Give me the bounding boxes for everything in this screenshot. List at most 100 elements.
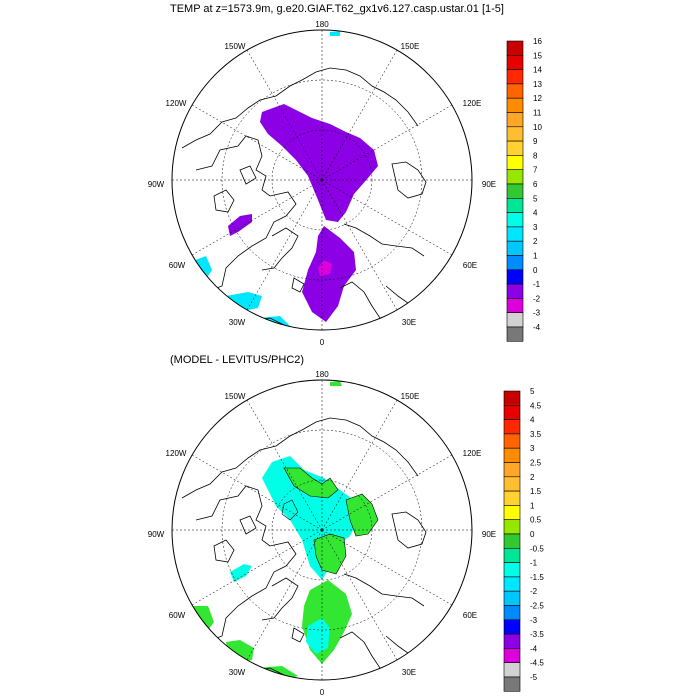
- top-colorbar-box: [506, 183, 524, 199]
- top-colorbar-label: 16: [533, 37, 542, 46]
- bottom-colorbar-box: [503, 419, 521, 435]
- bottom-contours: [281, 467, 379, 575]
- bottom-colorbar-box: [503, 533, 521, 549]
- top-colorbar-box: [506, 283, 524, 299]
- bottom-colorbar-label: 2: [530, 473, 535, 482]
- bottom-green-east: [346, 494, 378, 536]
- bottom-colorbar-label: -2: [530, 587, 538, 596]
- top-colorbar-label: 8: [533, 151, 538, 160]
- bottom-colorbar-box: [503, 490, 521, 506]
- top-colorbar-box: [506, 226, 524, 242]
- top-colorbar-box: [506, 298, 524, 313]
- bottom-green-180: [330, 381, 342, 386]
- bottom-colorbar-box: [503, 476, 521, 492]
- bottom-colorbar-box: [503, 605, 521, 621]
- bottom-colorbar-label: 0: [530, 530, 535, 539]
- bottom-colorbar-label: -0.5: [530, 544, 544, 553]
- bottom-graticule: [172, 380, 472, 680]
- bottom-colorbar-box: [503, 633, 521, 649]
- top-colorbar-box: [506, 312, 524, 328]
- bottom-lon-label-0: 0: [320, 688, 325, 697]
- top-map-border: [171, 29, 473, 331]
- bottom-colorbar-label: -5: [530, 673, 538, 682]
- top-colorbar-label: 14: [533, 66, 542, 75]
- bottom-lon-label-120w: 120W: [166, 449, 187, 458]
- top-colorbar-label: -3: [533, 309, 541, 318]
- bottom-colorbar-box: [503, 648, 521, 664]
- top-colorbar-label: 11: [533, 109, 542, 118]
- top-colorbar-box: [506, 198, 524, 213]
- top-colorbar-label: 13: [533, 80, 542, 89]
- bottom-map: 180 150E 120E 90E 60E 30E 0 30W 60W 90W …: [148, 370, 545, 697]
- top-colorbar-box: [506, 97, 524, 113]
- bottom-lon-label-30e: 30E: [402, 668, 416, 677]
- bottom-colorbar: 5 4.5 4 3.5 3 2.5 2 1.5 1 0.5 0 -0.5 -1 -1.5 -2 -2.5 -3 -…: [503, 387, 544, 692]
- bottom-colorbar-box: [503, 390, 521, 406]
- bottom-colorbar-box: [503, 562, 521, 578]
- top-colorbar-box: [506, 326, 524, 342]
- bottom-colorbar-label: 3: [530, 444, 535, 453]
- bottom-map-border: [171, 379, 473, 681]
- top-colorbar-box: [506, 169, 524, 185]
- bottom-colorbar-label: 1.5: [530, 487, 542, 496]
- top-colorbar-box: [506, 140, 524, 156]
- bottom-lon-label-30w: 30W: [229, 668, 246, 677]
- bottom-colorbar-box: [503, 462, 521, 478]
- top-colorbar-box: [506, 54, 524, 70]
- top-lon-label-180: 180: [315, 20, 329, 29]
- top-warm-patch-30w: [224, 292, 262, 312]
- bottom-colorbar-box: [503, 433, 521, 449]
- top-colorbar-label: 5: [533, 194, 538, 203]
- bottom-lon-label-60w: 60W: [169, 611, 186, 620]
- top-colorbar-label: -4: [533, 323, 541, 332]
- bottom-cyan-south: [306, 618, 330, 654]
- top-lon-labels: 180 150E 120E 90E 60E 30E 0 30W 60W 90W …: [148, 20, 496, 347]
- top-colorbar-box: [506, 69, 524, 85]
- top-colorbar-box: [506, 212, 524, 228]
- top-warm-patch-180: [330, 31, 340, 36]
- bottom-colorbar-label: -3.5: [530, 630, 544, 639]
- bottom-colorbar-label: 5: [530, 387, 535, 396]
- bottom-lon-label-90e: 90E: [482, 530, 496, 539]
- top-lon-label-60w: 60W: [169, 261, 186, 270]
- bottom-colorbar-label: -4.5: [530, 659, 544, 668]
- top-colorbar-box: [506, 40, 524, 56]
- top-lon-label-120w: 120W: [166, 99, 187, 108]
- bottom-colorbar-box: [503, 519, 521, 535]
- top-colorbar-box: [506, 269, 524, 285]
- top-panel-title: TEMP at z=1573.9m, g.e20.GIAF.T62_gx1v6.…: [170, 3, 504, 15]
- top-field-region-main: [260, 104, 378, 222]
- top-warm-patch-0: [258, 316, 292, 330]
- bottom-colorbar-box: [503, 619, 521, 635]
- top-lon-label-90w: 90W: [148, 180, 165, 189]
- top-graticule: [172, 30, 472, 330]
- bottom-lon-label-60e: 60E: [463, 611, 477, 620]
- top-colorbar-label: 0: [533, 266, 538, 275]
- bottom-colorbar-label: 2.5: [530, 459, 542, 468]
- bottom-colorbar-label: -1: [530, 559, 538, 568]
- bottom-green-south: [302, 580, 352, 664]
- bottom-colorbar-box: [503, 676, 521, 692]
- top-colorbar-label: 6: [533, 180, 538, 189]
- bottom-colorbar-box: [503, 447, 521, 463]
- bottom-colorbar-box: [503, 547, 521, 563]
- top-colorbar-label: 1: [533, 252, 538, 261]
- top-colorbar-box: [506, 155, 524, 170]
- bottom-lon-label-120e: 120E: [463, 449, 482, 458]
- top-lon-label-120e: 120E: [463, 99, 482, 108]
- top-colorbar-label: 12: [533, 94, 542, 103]
- bottom-field-region-main: [262, 456, 358, 580]
- bottom-colorbar-label: 3.5: [530, 430, 542, 439]
- bottom-green-30w: [226, 640, 254, 664]
- bottom-green-0: [256, 666, 298, 680]
- top-colorbar-label: 4: [533, 209, 538, 218]
- top-colorbar-label: 9: [533, 137, 538, 146]
- bottom-colorbar-label: -1.5: [530, 573, 544, 582]
- top-field-region-west: [228, 214, 252, 236]
- top-field-core: [318, 260, 332, 276]
- bottom-colorbar-label: 0.5: [530, 516, 542, 525]
- bottom-lon-label-90w: 90W: [148, 530, 165, 539]
- top-colorbar-label: 2: [533, 237, 538, 246]
